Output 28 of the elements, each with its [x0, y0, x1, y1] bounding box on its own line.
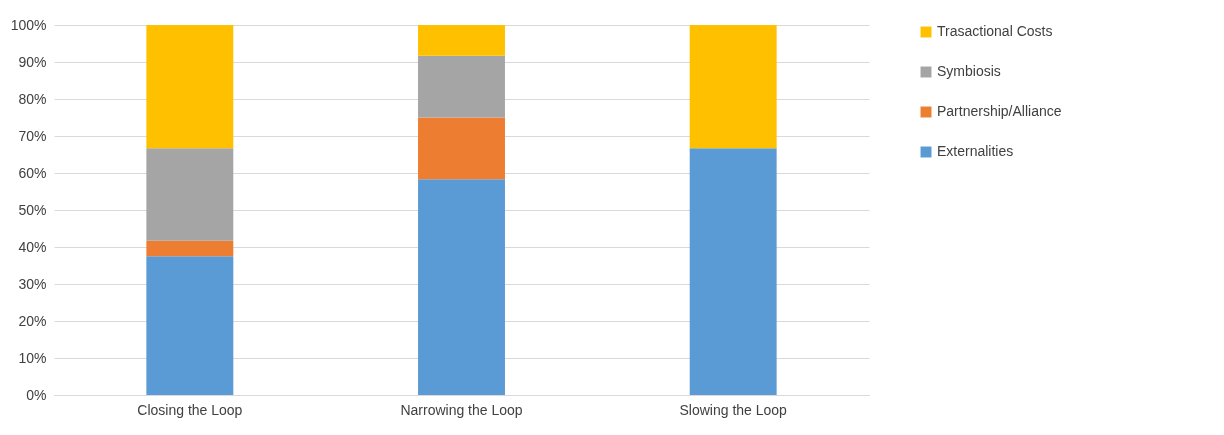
y-tick-label: 40%	[18, 238, 47, 255]
y-tick-label: 70%	[18, 127, 47, 144]
bar	[146, 256, 234, 395]
y-tick-label: 0%	[26, 386, 47, 403]
y-tick-label: 10%	[18, 349, 47, 366]
x-tick-label: Narrowing the Loop	[400, 401, 523, 418]
bar	[418, 25, 505, 56]
y-tick-label: 80%	[18, 90, 47, 107]
y-tick-label: 50%	[18, 201, 47, 218]
bar	[146, 25, 234, 149]
bar	[146, 148, 234, 241]
y-tick-label: 20%	[18, 312, 47, 329]
x-tick-label: Slowing the Loop	[679, 401, 788, 418]
bar	[418, 55, 505, 118]
x-tick-label: Closing the Loop	[137, 401, 243, 418]
bar	[418, 179, 505, 395]
y-tick-label: 60%	[18, 164, 47, 181]
y-tick-label: 100%	[10, 16, 47, 33]
y-tick-label: 90%	[18, 53, 47, 70]
legend-label: Partnership/Alliance	[937, 103, 1062, 119]
bar	[418, 117, 505, 180]
legend-label: Symbiosis	[937, 63, 1001, 79]
bar	[689, 25, 777, 149]
legend-label: Trasactional Costs	[937, 23, 1053, 39]
y-tick-label: 30%	[18, 275, 47, 292]
legend-label: Externalities	[937, 143, 1014, 159]
bar	[146, 240, 234, 257]
bar	[689, 148, 777, 395]
